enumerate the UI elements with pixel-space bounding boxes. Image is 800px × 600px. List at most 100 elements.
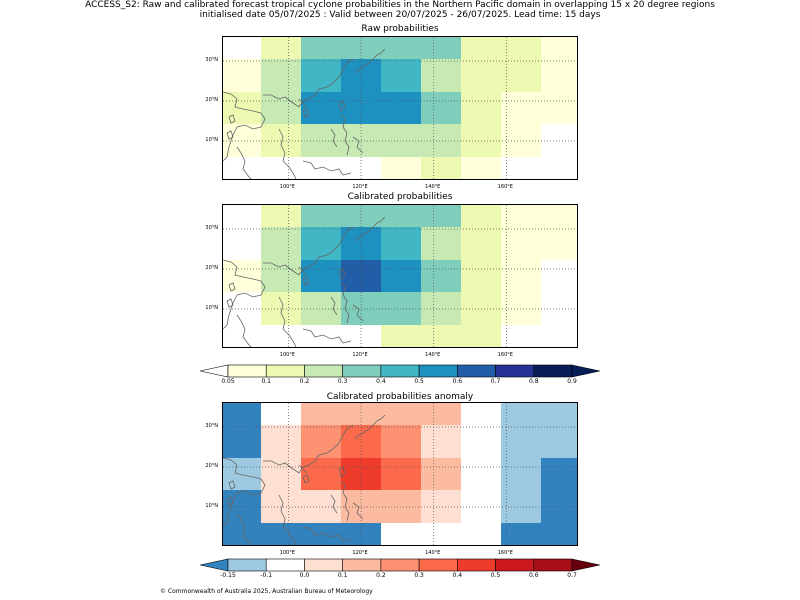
probability-cell — [381, 425, 421, 458]
colorbar-segment — [380, 364, 420, 378]
probability-cell — [461, 425, 501, 458]
probability-cell — [461, 227, 501, 260]
probability-cell — [341, 157, 381, 179]
longitude-tick-label: 120°E — [352, 550, 368, 556]
probability-cell — [261, 227, 301, 260]
colorbar-under-arrow — [199, 558, 229, 572]
probability-cell — [501, 403, 541, 425]
probability-cell — [461, 124, 501, 157]
probability-cell — [501, 523, 541, 545]
latitude-tick-label: 20°N — [205, 463, 218, 469]
probability-cell — [541, 458, 577, 490]
probability-cell — [461, 37, 501, 59]
probability-cell — [501, 425, 541, 458]
coastline — [354, 58, 374, 74]
colorbar-segment — [227, 364, 267, 378]
island-outline — [228, 480, 236, 490]
raw-panel-title: Raw probabilities — [361, 24, 439, 34]
longitude-tick-label: 140°E — [425, 550, 441, 556]
coastline — [302, 328, 352, 344]
probability-cell — [261, 425, 301, 458]
probability-cell — [421, 59, 461, 92]
anomaly-panel-title: Calibrated probabilities anomaly — [326, 392, 474, 402]
probability-cell — [501, 458, 541, 490]
probability-cell — [461, 92, 501, 124]
coastline — [352, 136, 364, 154]
probability-cell — [541, 37, 577, 59]
latitude-tick-label: 30°N — [205, 225, 218, 231]
colorbar-tick-label: 0.5 — [414, 378, 424, 385]
colorbar-tick-label: 0.7 — [567, 572, 577, 579]
coastline — [340, 114, 350, 156]
probability-cell — [541, 403, 577, 425]
probability-cell — [261, 403, 301, 425]
probability-cell — [341, 490, 381, 523]
probability-cell — [301, 490, 341, 523]
island-outline — [228, 282, 236, 292]
longitude-tick-label: 160°E — [497, 184, 513, 190]
probability-cell — [501, 92, 541, 124]
colorbar-tick-label: 0.0 — [299, 572, 310, 579]
longitude-tick-label: 120°E — [352, 352, 368, 358]
probability-cell — [301, 205, 341, 227]
probability-cell — [261, 59, 301, 92]
probability-cell — [301, 458, 341, 490]
colorbar-segment — [495, 364, 535, 378]
longitude-tick-label: 160°E — [497, 550, 513, 556]
colorbar-under-arrow — [199, 364, 229, 378]
probability-cell — [461, 325, 501, 347]
coastline — [236, 314, 252, 347]
probability-cell — [341, 403, 381, 425]
probability-cell — [301, 157, 341, 179]
probability-cell — [301, 325, 341, 347]
colorbar-segment — [342, 558, 382, 572]
colorbar-svg — [199, 558, 601, 572]
coastline — [340, 282, 350, 324]
probability-cell — [341, 92, 381, 124]
coastline — [298, 266, 308, 276]
probability-cell — [341, 59, 381, 92]
calibrated-probability-map — [222, 204, 578, 348]
probability-cell — [501, 124, 541, 157]
coastline — [330, 296, 338, 316]
colorbar-tick-label: 0.5 — [490, 572, 501, 579]
map-svg — [223, 37, 577, 179]
probability-cell — [341, 523, 381, 545]
colorbar-tick-label: 0.4 — [376, 378, 386, 385]
colorbar-tick-label: 0.05 — [221, 378, 235, 385]
probability-cell — [461, 157, 501, 179]
map-svg — [223, 205, 577, 347]
probability-cell — [501, 325, 541, 347]
probability-cell — [261, 458, 301, 490]
coastline — [302, 160, 352, 176]
probability-cell — [501, 227, 541, 260]
probability-cell — [223, 260, 261, 292]
longitude-tick-label: 140°E — [425, 352, 441, 358]
probability-cell — [421, 523, 461, 545]
probability-cell — [341, 205, 381, 227]
probability-cell — [341, 292, 381, 325]
probability-cell — [261, 157, 301, 179]
probability-cell — [381, 124, 421, 157]
probability-cell — [381, 292, 421, 325]
probability-cell — [223, 403, 261, 425]
latitude-tick-label: 10°N — [205, 503, 218, 509]
probability-cell — [381, 59, 421, 92]
probability-cell — [223, 59, 261, 92]
probability-cell — [381, 37, 421, 59]
colorbar-segment — [457, 364, 496, 378]
colorbar-segment — [304, 364, 343, 378]
coastline — [278, 296, 297, 347]
probability-cell — [261, 523, 301, 545]
coastline — [223, 91, 266, 162]
island-outline — [338, 100, 346, 112]
longitude-tick-label: 140°E — [425, 184, 441, 190]
anomaly-colorbar — [199, 557, 601, 572]
probability-cell — [301, 37, 341, 59]
copyright-footer: © Commonwealth of Australia 2025, Austra… — [160, 588, 373, 595]
probability-cell — [501, 157, 541, 179]
probability-cell — [541, 92, 577, 124]
probability-cell — [461, 59, 501, 92]
probability-cell — [261, 37, 301, 59]
probability-cell — [461, 292, 501, 325]
